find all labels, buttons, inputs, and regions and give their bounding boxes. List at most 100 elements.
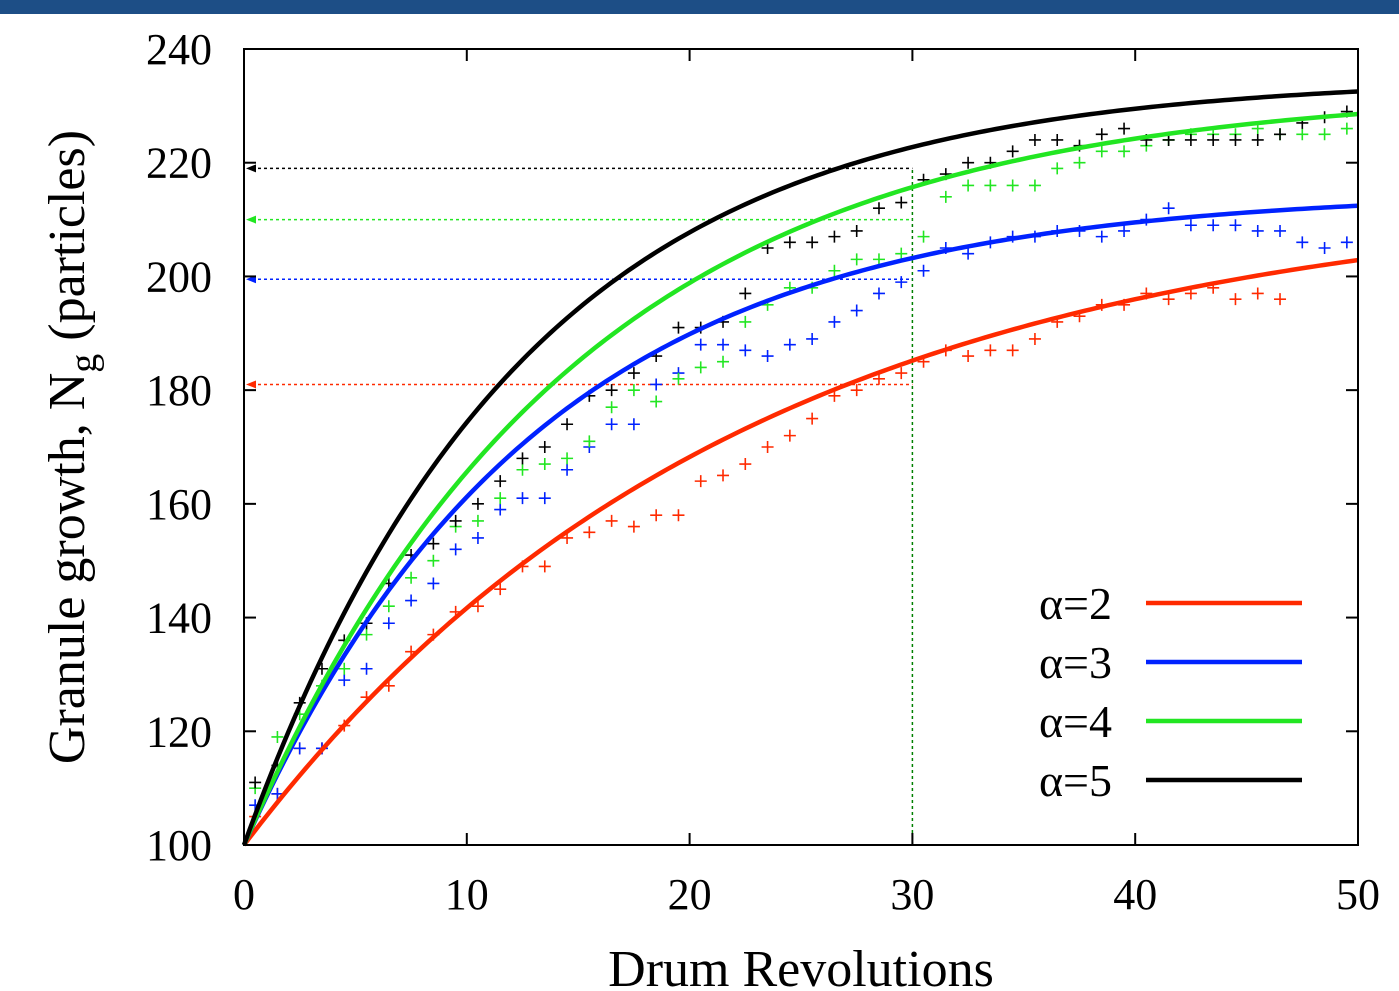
data-point <box>561 452 574 465</box>
data-point <box>783 338 796 351</box>
data-point <box>739 344 752 357</box>
data-point <box>917 230 930 243</box>
data-point <box>895 247 908 260</box>
data-point <box>962 156 975 169</box>
data-points <box>249 105 1353 823</box>
data-point <box>427 577 440 590</box>
data-point <box>828 264 841 277</box>
data-point <box>1274 224 1287 237</box>
data-point <box>627 418 640 431</box>
x-tick-label: 20 <box>668 870 712 919</box>
data-point <box>872 253 885 266</box>
data-point <box>1118 122 1131 135</box>
data-point <box>494 503 507 516</box>
data-point <box>271 730 284 743</box>
data-point <box>1095 128 1108 141</box>
reference-arrowhead <box>246 380 256 389</box>
x-tick-label: 0 <box>233 870 255 919</box>
y-tick-label: 140 <box>146 594 212 643</box>
data-point <box>828 315 841 328</box>
data-point <box>650 509 663 522</box>
data-point <box>627 384 640 397</box>
x-tick-label: 10 <box>445 870 489 919</box>
data-point <box>293 742 306 755</box>
data-point <box>717 355 730 368</box>
data-point <box>1006 145 1019 158</box>
data-point <box>761 441 774 453</box>
x-tick-label: 50 <box>1336 870 1380 919</box>
y-axis-title-main: Granule growth, N <box>39 373 96 764</box>
data-point <box>1051 162 1064 175</box>
data-point <box>806 412 819 425</box>
data-point <box>872 202 885 215</box>
data-point <box>672 372 685 385</box>
data-point <box>1073 156 1086 169</box>
data-point <box>583 526 596 539</box>
data-point <box>1251 287 1264 300</box>
data-point <box>1296 236 1309 249</box>
data-point <box>449 514 462 527</box>
data-point <box>895 196 908 209</box>
data-point <box>895 367 908 380</box>
legend-label: α=5 <box>1039 755 1112 806</box>
tick-labels: 0 10 20 30 40 50 100 120 140 160 180 200 220 240 <box>146 25 1380 919</box>
data-point <box>382 617 395 630</box>
data-point <box>1184 133 1197 146</box>
data-point <box>494 492 507 505</box>
data-point <box>806 236 819 249</box>
data-point <box>1229 219 1242 232</box>
y-tick-label: 100 <box>146 821 212 870</box>
data-point <box>516 452 529 465</box>
data-point <box>1340 122 1353 135</box>
data-point <box>783 429 796 442</box>
data-point <box>850 304 863 317</box>
data-point <box>1118 145 1131 158</box>
data-point <box>1251 133 1264 146</box>
plot-frame <box>243 48 1359 846</box>
data-point <box>471 497 484 510</box>
data-point <box>694 361 707 374</box>
data-point <box>1095 230 1108 243</box>
data-point <box>694 475 707 488</box>
data-point <box>984 179 997 192</box>
data-point <box>650 378 663 391</box>
data-point <box>360 662 373 675</box>
fit-curve <box>241 203 1359 846</box>
data-point <box>471 531 484 544</box>
data-point <box>360 628 373 641</box>
reference-arrowhead <box>246 164 256 173</box>
data-point <box>672 509 685 522</box>
data-point <box>627 367 640 380</box>
data-point <box>895 276 908 289</box>
data-point <box>627 520 640 533</box>
reference-arrowhead <box>246 215 256 224</box>
data-point <box>828 230 841 243</box>
data-point <box>427 537 440 550</box>
y-tick-label: 160 <box>146 480 212 529</box>
data-point <box>538 441 551 453</box>
data-point <box>1095 145 1108 158</box>
legend: α=2 α=3 α=4 α=5 <box>1039 578 1302 806</box>
fit-curve <box>241 111 1359 846</box>
data-point <box>1162 202 1175 215</box>
data-point <box>1028 133 1041 146</box>
y-tick-label: 240 <box>146 25 212 74</box>
data-point <box>717 469 730 482</box>
data-point <box>1028 332 1041 345</box>
data-point <box>939 190 952 203</box>
x-axis-title: Drum Revolutions <box>608 941 994 991</box>
data-point <box>739 315 752 328</box>
data-point <box>962 350 975 363</box>
data-point <box>494 475 507 488</box>
data-point <box>672 321 685 334</box>
data-point <box>471 514 484 527</box>
data-point <box>1162 293 1175 306</box>
data-point <box>605 514 618 527</box>
data-point <box>917 264 930 277</box>
data-point <box>605 401 618 414</box>
reference-lines <box>246 164 914 845</box>
data-point <box>538 492 551 505</box>
data-point <box>783 236 796 249</box>
data-point <box>516 463 529 476</box>
